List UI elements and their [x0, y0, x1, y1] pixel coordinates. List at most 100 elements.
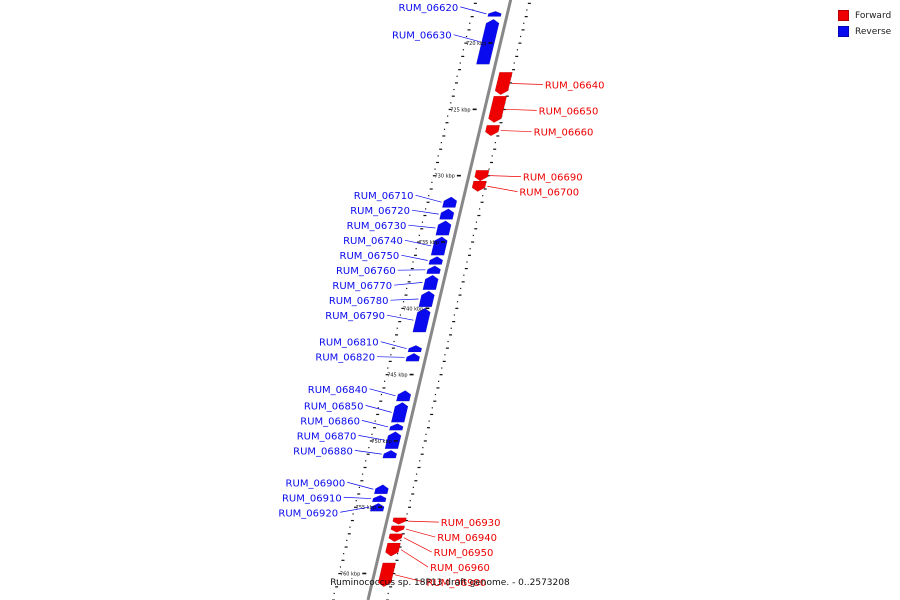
gene-label[interactable]: RUM_06690 [523, 173, 583, 184]
gene-rum_06930[interactable] [392, 517, 407, 525]
gene-label[interactable]: RUM_06840 [308, 385, 368, 396]
gene-label[interactable]: RUM_06900 [286, 478, 346, 489]
legend-forward: Forward [838, 8, 900, 23]
tick-mark [521, 29, 525, 31]
tick-mark [462, 49, 465, 51]
gene-label[interactable]: RUM_06930 [441, 518, 501, 529]
gene-label[interactable]: RUM_06700 [519, 188, 579, 199]
tick-mark [361, 473, 364, 475]
tick-mark [471, 241, 475, 243]
gene-rum_06650[interactable] [488, 95, 508, 123]
gene-rum_06840[interactable] [395, 390, 412, 402]
tick-mark [467, 29, 471, 31]
leader-line [390, 298, 419, 301]
tick-mark [486, 175, 490, 177]
gene-label[interactable]: RUM_06720 [350, 206, 410, 217]
gene-rum_06820[interactable] [405, 353, 421, 362]
gene-rum_06640[interactable] [494, 71, 513, 96]
gene-label[interactable]: RUM_06630 [392, 31, 452, 42]
leader-line [407, 520, 439, 523]
leader-line [361, 420, 389, 428]
gene-label[interactable]: RUM_06620 [399, 3, 459, 14]
gene-rum_06960[interactable] [385, 542, 401, 557]
tick-mark [377, 407, 379, 409]
tick-mark [417, 466, 421, 469]
gene-label[interactable]: RUM_06960 [430, 563, 490, 574]
tick-mark [505, 95, 509, 97]
gene-rum_06630[interactable] [475, 18, 500, 65]
gene-rum_06700[interactable] [471, 180, 487, 192]
leader-line [369, 388, 396, 397]
tick-mark [460, 287, 462, 290]
gene-label[interactable]: RUM_06730 [347, 221, 407, 232]
gene-rum_06910[interactable] [371, 494, 387, 503]
tick-mark [352, 513, 354, 515]
gene-label[interactable]: RUM_06740 [343, 236, 403, 247]
tick-mark [527, 2, 531, 4]
tick-mark [437, 155, 439, 157]
gene-label[interactable]: RUM_06870 [297, 431, 357, 442]
scale-label: 730 kbp [434, 174, 454, 180]
gene-label[interactable]: RUM_06660 [534, 128, 594, 139]
gene-rum_06860[interactable] [388, 423, 404, 431]
gene-label[interactable]: RUM_06770 [332, 281, 392, 292]
gene-rum_06900[interactable] [373, 484, 389, 495]
gene-label[interactable]: RUM_06980 [427, 578, 487, 589]
tick-mark [428, 195, 430, 197]
gene-label[interactable]: RUM_06850 [304, 401, 364, 412]
gene-label[interactable]: RUM_06750 [340, 251, 400, 262]
gene-rum_06810[interactable] [407, 345, 423, 353]
gene-rum_06920[interactable] [369, 502, 385, 512]
leader-line [415, 194, 442, 203]
tick-mark [451, 95, 455, 97]
tick-mark [408, 506, 412, 508]
gene-rum_06660[interactable] [485, 125, 501, 137]
gene-rum_06880[interactable] [382, 449, 398, 459]
gene-rum_06760[interactable] [426, 265, 441, 275]
gene-rum_06770[interactable] [422, 274, 439, 290]
tick-mark [409, 500, 411, 502]
gene-label[interactable]: RUM_06860 [300, 416, 360, 427]
gene-label[interactable]: RUM_06950 [434, 548, 494, 559]
scale-tick [378, 506, 383, 508]
gene-rum_06780[interactable] [418, 290, 435, 308]
gene-label[interactable]: RUM_06760 [336, 266, 396, 277]
leader-line [394, 282, 423, 286]
tick-mark [423, 214, 427, 217]
gene-label[interactable]: RUM_06790 [325, 311, 385, 322]
gene-label[interactable]: RUM_06650 [539, 106, 599, 117]
gene-label[interactable]: RUM_06710 [354, 191, 414, 202]
gene-label[interactable]: RUM_06940 [437, 533, 497, 544]
gene-label[interactable]: RUM_06780 [329, 296, 389, 307]
gene-rum_06950[interactable] [388, 533, 404, 542]
tick-mark [368, 447, 370, 449]
gene-rum_06870[interactable] [384, 431, 402, 450]
tick-mark [516, 49, 519, 51]
tick-mark [366, 453, 370, 455]
gene-label[interactable]: RUM_06880 [293, 446, 353, 457]
tick-mark [388, 360, 392, 363]
gene-rum_06710[interactable] [441, 196, 458, 208]
gene-label[interactable]: RUM_06810 [319, 338, 379, 349]
gene-rum_06620[interactable] [487, 10, 502, 17]
leader-line [403, 537, 432, 553]
tick-mark [494, 142, 496, 144]
tick-mark [426, 427, 430, 429]
scale-label: 760 kbp [340, 571, 360, 577]
gene-label[interactable]: RUM_06920 [278, 508, 338, 519]
gene-rum_06720[interactable] [439, 208, 455, 220]
gene-label-leaders [340, 6, 543, 583]
gene-label[interactable]: RUM_06820 [315, 353, 375, 364]
leader-line [405, 528, 436, 538]
gene-label[interactable]: RUM_06910 [282, 493, 342, 504]
scale-tick [409, 373, 414, 376]
gene-rum_06730[interactable] [435, 220, 452, 236]
gene-rum_06750[interactable] [428, 256, 444, 265]
leader-line [386, 314, 414, 321]
gene-label[interactable]: RUM_06640 [545, 80, 605, 91]
gene-rum_06690[interactable] [474, 170, 490, 182]
tick-mark [336, 579, 338, 581]
gene-rum_06850[interactable] [390, 402, 409, 423]
gene-rum_06980[interactable] [377, 562, 397, 587]
gene-rum_06940[interactable] [390, 525, 406, 533]
